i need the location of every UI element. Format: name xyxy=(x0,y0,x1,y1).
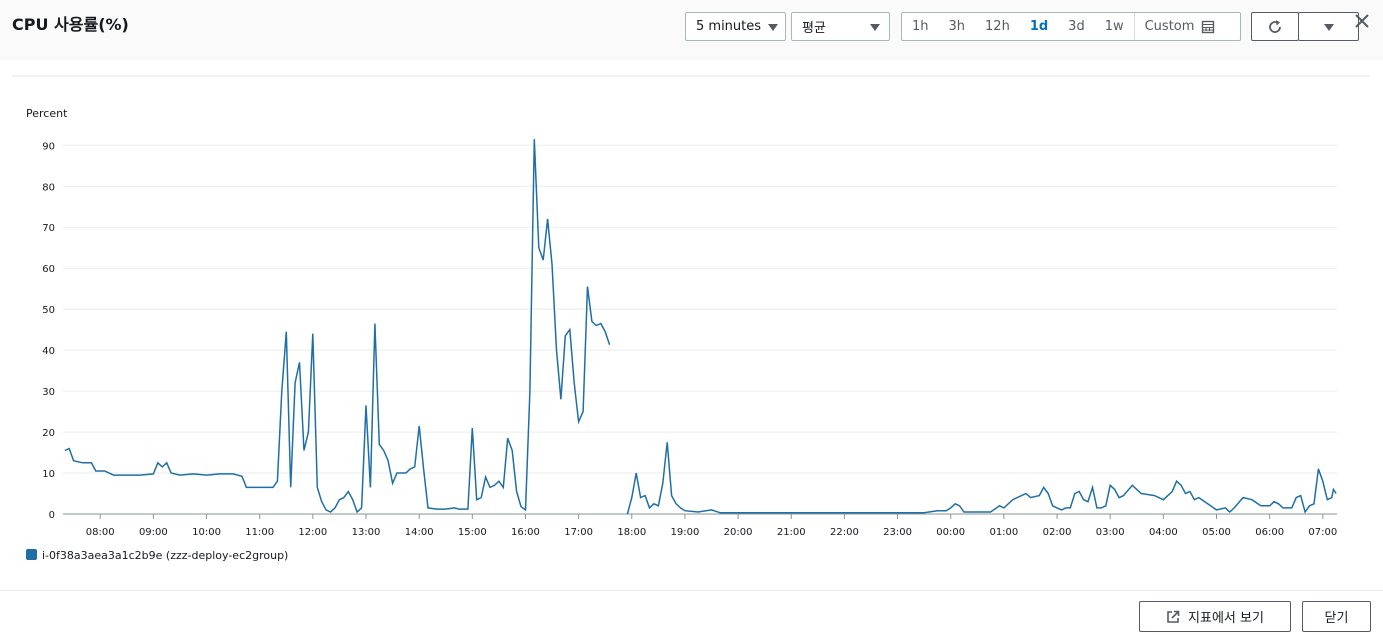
y-tick-label: 80 xyxy=(42,182,55,193)
x-tick-label: 10:00 xyxy=(192,527,221,538)
view-in-metrics-button[interactable]: 지표에서 보기 xyxy=(1139,601,1291,632)
x-tick-label: 16:00 xyxy=(511,527,540,538)
y-tick-label: 70 xyxy=(42,223,55,234)
y-axis-label: Percent xyxy=(26,107,68,120)
period-dropdown[interactable]: 5 minutes xyxy=(685,12,786,41)
calendar-icon xyxy=(1202,20,1215,33)
external-icon xyxy=(1167,610,1180,623)
time-range-option[interactable]: 3d xyxy=(1068,19,1085,34)
refresh-options[interactable] xyxy=(1298,12,1359,41)
time-range-option[interactable]: 3h xyxy=(948,19,966,34)
x-tick-label: 21:00 xyxy=(777,527,806,538)
x-tick-label: 11:00 xyxy=(245,527,274,538)
y-tick-label: 40 xyxy=(42,346,55,357)
x-tick-label: 18:00 xyxy=(617,527,646,538)
y-tick-label: 50 xyxy=(42,305,55,316)
x-tick-label: 07:00 xyxy=(1308,527,1337,538)
footer-divider xyxy=(0,590,1383,591)
x-tick-label: 01:00 xyxy=(989,527,1018,538)
x-tick-label: 06:00 xyxy=(1255,527,1284,538)
time-range-option[interactable]: Custom xyxy=(1133,13,1226,40)
x-tick-label: 17:00 xyxy=(564,527,593,538)
x-tick-label: 05:00 xyxy=(1202,527,1231,538)
period-label: 5 minutes xyxy=(696,19,762,34)
panel-title: CPU 사용률(%) xyxy=(12,15,129,34)
statistic-dropdown[interactable]: 평균 xyxy=(791,12,890,41)
close-icon[interactable] xyxy=(1354,13,1370,29)
time-range-option[interactable]: 1d xyxy=(1029,19,1049,34)
x-tick-label: 13:00 xyxy=(352,527,381,538)
legend-swatch xyxy=(26,549,37,560)
view-in-metrics-label: 지표에서 보기 xyxy=(1188,611,1264,626)
x-tick-label: 00:00 xyxy=(936,527,965,538)
x-tick-label: 12:00 xyxy=(298,527,327,538)
time-range-option[interactable]: 1h xyxy=(912,19,929,34)
y-tick-label: 10 xyxy=(42,469,55,480)
x-tick-label: 14:00 xyxy=(405,527,434,538)
x-tick-label: 23:00 xyxy=(883,527,912,538)
series-line xyxy=(64,139,1337,515)
caret xyxy=(768,23,779,31)
chart: Percent 0 10 20 30 40 50 60 70 80 90 08:00 09:00 10:… xyxy=(12,75,1370,562)
caret xyxy=(1323,23,1334,31)
x-tick-label: 20:00 xyxy=(724,527,753,538)
refresh-button[interactable] xyxy=(1251,12,1299,41)
statistic-label: 평균 xyxy=(802,21,826,36)
x-tick-label: 15:00 xyxy=(458,527,487,538)
refresh-icon xyxy=(1269,19,1281,33)
x-tick-label: 19:00 xyxy=(671,527,700,538)
time-range-option[interactable]: 12h xyxy=(985,19,1010,34)
x-tick-label: 22:00 xyxy=(830,527,859,538)
x-tick-label: 03:00 xyxy=(1096,527,1125,538)
close-button[interactable]: 닫기 xyxy=(1302,601,1371,632)
y-tick-label: 20 xyxy=(42,428,55,439)
x-tick-label: 08:00 xyxy=(86,527,115,538)
y-tick-label: 60 xyxy=(42,264,55,275)
x-tick-label: 02:00 xyxy=(1043,527,1072,538)
time-range-option[interactable]: 1w xyxy=(1104,19,1124,34)
time-range-group: 1h 3h 12h 1d 3d 1w Custom xyxy=(901,12,1241,41)
caret xyxy=(870,23,880,31)
x-tick-label: 04:00 xyxy=(1149,527,1178,538)
legend-label: i-0f38a3aea3a1c2b9e (zzz-deploy-ec2group… xyxy=(42,549,288,562)
x-tick-label: 09:00 xyxy=(139,527,168,538)
y-tick-label: 90 xyxy=(42,141,55,152)
close-label: 닫기 xyxy=(1324,611,1349,626)
y-tick-label: 0 xyxy=(49,510,55,521)
y-tick-label: 30 xyxy=(42,387,55,398)
